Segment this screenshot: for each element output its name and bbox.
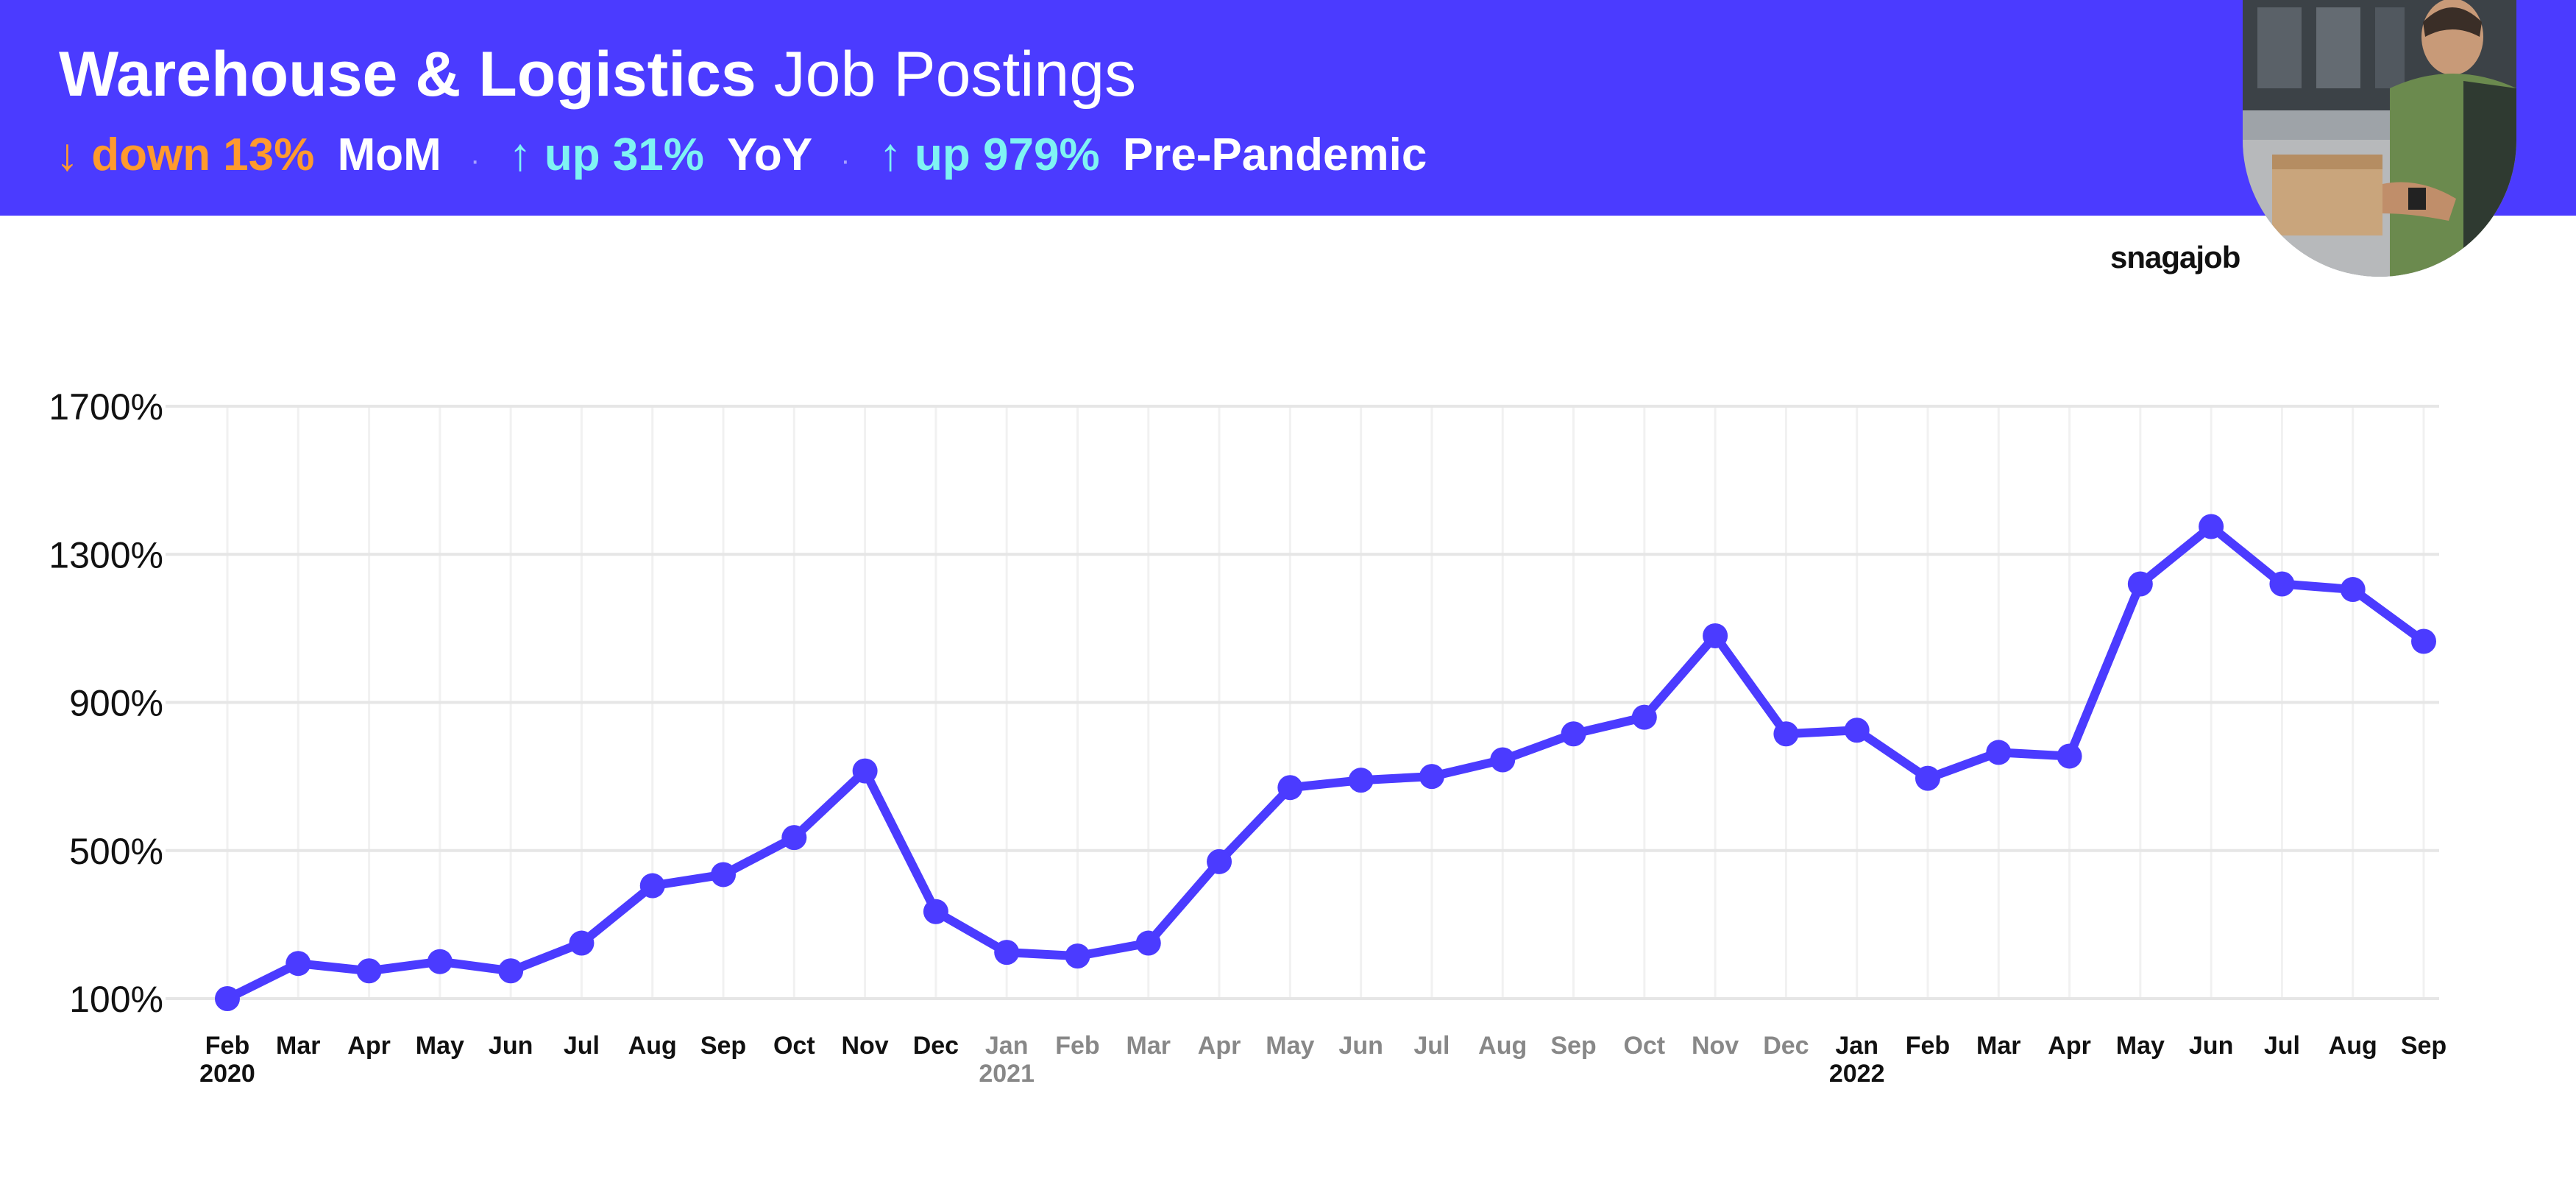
x-tick-label: Feb [205, 1032, 249, 1060]
data-point [1277, 775, 1303, 801]
x-tick-label: Jun [1338, 1032, 1383, 1060]
arrow-up-icon: ↑ [879, 130, 902, 180]
x-tick-label: May [416, 1032, 464, 1060]
data-point [1631, 704, 1657, 730]
x-tick-label: Feb [1906, 1032, 1950, 1060]
x-tick-label: Oct [1623, 1032, 1665, 1060]
x-tick-label: Sep [2401, 1032, 2447, 1060]
data-point [639, 873, 665, 899]
y-tick-label: 900% [69, 683, 163, 724]
stat-yoy-label: YoY [727, 130, 812, 180]
x-tick-label: Apr [347, 1032, 391, 1060]
x-tick-label: Jun [2189, 1032, 2233, 1060]
y-tick-label: 1300% [49, 534, 163, 575]
y-tick-label: 500% [69, 831, 163, 872]
data-point [2199, 514, 2224, 539]
y-tick-label: 1700% [49, 386, 163, 428]
stat-prepandemic-value: up 979% [915, 130, 1100, 180]
data-point [1207, 849, 1232, 874]
stat-mom-label: MoM [337, 130, 441, 180]
stat-separator: · [470, 144, 480, 177]
data-point [1135, 930, 1161, 956]
x-year-label: 2022 [1829, 1060, 1885, 1088]
data-point [711, 862, 737, 888]
data-point [1490, 747, 1516, 773]
stat-yoy-value: up 31% [544, 130, 704, 180]
data-point [356, 958, 382, 984]
x-year-label: 2021 [979, 1060, 1035, 1088]
title-bold: Warehouse & Logistics [59, 39, 756, 110]
x-tick-label: Nov [1692, 1032, 1739, 1060]
data-point [2411, 628, 2436, 654]
x-tick-label: Apr [2048, 1032, 2091, 1060]
x-tick-label: Jan [985, 1032, 1029, 1060]
data-point [215, 986, 240, 1011]
stats-row: ↓ down 13% MoM · ↑ up 31% YoY · ↑ up 979… [56, 122, 1427, 188]
x-tick-label: Aug [1478, 1032, 1527, 1060]
data-point [1561, 721, 1586, 747]
x-tick-label: Jul [564, 1032, 600, 1060]
data-point [2127, 571, 2153, 597]
data-point [569, 930, 595, 956]
stat-prepandemic-label: Pre-Pandemic [1122, 130, 1427, 180]
stat-mom-value: down 13% [91, 130, 315, 180]
data-point [2340, 577, 2366, 603]
x-year-label: 2020 [199, 1060, 255, 1088]
header-banner: Warehouse & Logistics Job Postings ↓ dow… [0, 0, 2576, 216]
data-point [285, 951, 311, 977]
x-tick-label: Jul [1413, 1032, 1450, 1060]
x-tick-label: Sep [700, 1032, 746, 1060]
series-line [223, 522, 2428, 1003]
data-point [781, 825, 807, 851]
data-point [498, 958, 524, 984]
x-tick-label: Jun [489, 1032, 533, 1060]
data-point [1703, 623, 1728, 648]
x-tick-label: Sep [1550, 1032, 1596, 1060]
data-point [1065, 943, 1090, 969]
arrow-up-icon: ↑ [508, 130, 532, 180]
x-tick-label: Nov [841, 1032, 888, 1060]
data-point [994, 940, 1020, 966]
data-point [1773, 721, 1799, 747]
x-tick-label: Jul [2264, 1032, 2300, 1060]
worker-photo [2243, 0, 2516, 277]
x-tick-label: May [2116, 1032, 2165, 1060]
x-tick-label: Dec [913, 1032, 959, 1060]
line-chart: 1700% 1300% 900% 500% 100% Feb Mar Apr May Jun Ju… [49, 386, 2447, 1088]
x-tick-label: Mar [1976, 1032, 2020, 1060]
y-tick-label: 100% [69, 979, 163, 1020]
points-layer [215, 514, 2436, 1011]
arrow-down-icon: ↓ [56, 130, 79, 180]
data-point [1844, 718, 1870, 743]
data-point [2057, 743, 2082, 769]
data-point [427, 949, 453, 974]
x-tick-label: Mar [276, 1032, 320, 1060]
data-point [1348, 768, 1374, 793]
worker-photo-image [2243, 0, 2516, 277]
x-tick-label: Jan [1835, 1032, 1878, 1060]
x-axis: Feb Mar Apr May Jun Jul Aug Sep Oct Nov Dec Jan Feb M… [199, 1032, 2447, 1088]
title-light: Job Postings [773, 39, 1137, 110]
x-tick-label: Feb [1055, 1032, 1099, 1060]
grid-layer [166, 405, 2439, 1000]
x-tick-label: May [1266, 1032, 1314, 1060]
x-tick-label: Apr [1198, 1032, 1241, 1060]
x-tick-label: Mar [1126, 1032, 1171, 1060]
data-point [923, 899, 948, 924]
x-tick-label: Aug [2329, 1032, 2377, 1060]
data-point [852, 758, 878, 784]
page-title: Warehouse & Logistics Job Postings [59, 34, 1136, 115]
data-point [1915, 765, 1940, 791]
data-point [1986, 740, 2012, 765]
stat-separator: · [840, 144, 851, 177]
brand-logo: snagajob [2110, 240, 2240, 274]
x-tick-label: Aug [628, 1032, 677, 1060]
y-axis: 1700% 1300% 900% 500% 100% [49, 386, 163, 1020]
data-point [1419, 764, 1444, 790]
data-point [2269, 571, 2295, 597]
x-tick-label: Dec [1763, 1032, 1809, 1060]
x-tick-label: Oct [773, 1032, 815, 1060]
